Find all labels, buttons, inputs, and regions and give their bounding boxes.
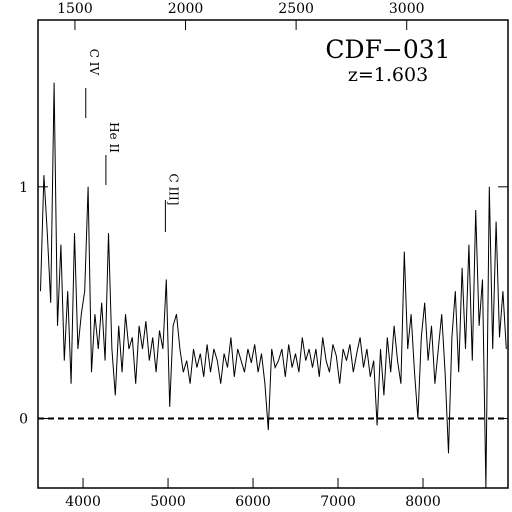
x2-tick-label: 2000 (168, 1, 204, 17)
x2-tick-label: 1500 (57, 1, 93, 17)
chart-title: CDF−031 (325, 35, 450, 64)
plot-area (40, 82, 507, 488)
plot-frame (37, 19, 509, 489)
y-tick-label: 0 (19, 411, 28, 427)
spectrum-line (40, 82, 507, 488)
line-label: He II (107, 122, 121, 153)
x2-tick-label: 2500 (278, 1, 314, 17)
x2-tick-label: 3000 (389, 1, 425, 17)
x-tick-label: 8000 (405, 494, 441, 510)
x-tick-label: 7000 (320, 494, 356, 510)
chart-subtitle: z=1.603 (348, 64, 428, 86)
x-tick-label: 4000 (65, 494, 101, 510)
line-label: C III] (166, 174, 180, 206)
x-tick-label: 6000 (235, 494, 271, 510)
line-label: C IV (87, 49, 101, 76)
x-tick-label: 5000 (150, 494, 186, 510)
y-tick-label: 1 (19, 180, 28, 196)
